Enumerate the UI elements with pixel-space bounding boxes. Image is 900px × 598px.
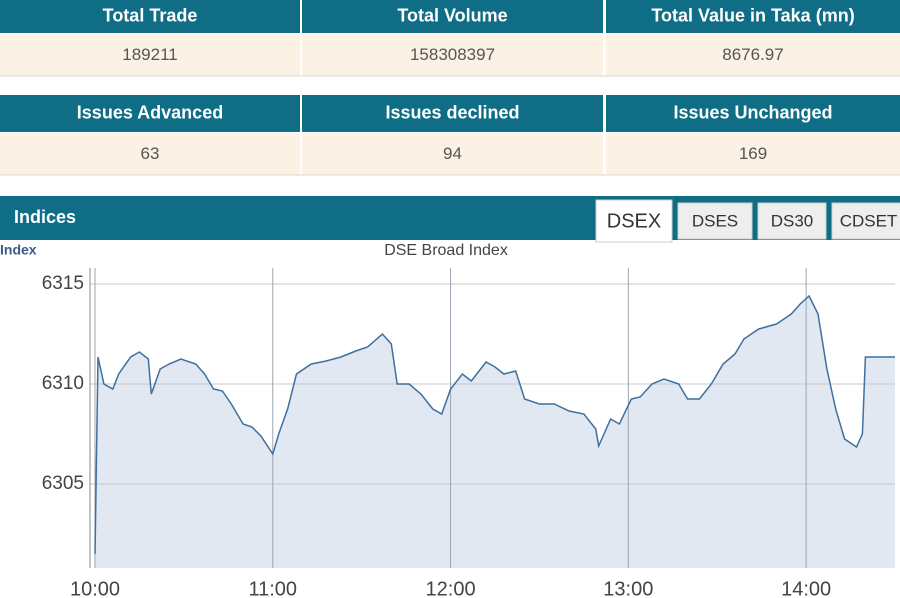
- y-tick-label: 6305: [42, 473, 84, 494]
- x-tick-label: 13:00: [603, 578, 653, 598]
- tab[interactable]: [757, 202, 827, 240]
- table-header: Total Trade: [103, 5, 198, 25]
- tab[interactable]: [677, 202, 753, 240]
- table-value: 8676.97: [722, 45, 783, 64]
- table-value: 94: [443, 144, 462, 163]
- table-value: 189211: [122, 45, 177, 64]
- table-value-cell: [606, 133, 900, 175]
- table-value: 169: [739, 144, 767, 163]
- table-header-cell: [606, 95, 900, 132]
- table-header: Issues Advanced: [77, 102, 223, 122]
- y-axis-label: Index: [0, 242, 37, 258]
- x-tick-label: 14:00: [781, 578, 831, 598]
- table-value-cell: [0, 133, 300, 175]
- table-value-cell: [302, 133, 603, 175]
- tab[interactable]: [831, 202, 900, 240]
- table-header: Total Value in Taka (mn): [651, 5, 854, 25]
- table-header-cell: [0, 95, 300, 132]
- table-header-cell: [0, 0, 300, 33]
- table-value-cell: [606, 34, 900, 76]
- table-header-cell: [302, 0, 603, 33]
- x-tick-label: 11:00: [248, 578, 297, 598]
- table-value: 63: [141, 144, 160, 163]
- tab-label[interactable]: DSES: [692, 211, 738, 230]
- table-header-cell: [302, 95, 603, 132]
- tab[interactable]: [595, 199, 673, 243]
- table-value-cell: [0, 34, 300, 76]
- tab-label[interactable]: CDSET: [840, 211, 898, 230]
- y-tick-label: 6315: [42, 273, 84, 294]
- tab-label[interactable]: DSEX: [607, 210, 661, 232]
- line: [94, 294, 895, 555]
- tab-label[interactable]: DS30: [771, 211, 814, 230]
- chart-title: DSE Broad Index: [384, 242, 508, 259]
- area: [95, 296, 895, 568]
- x-tick-label: 12:00: [426, 578, 476, 598]
- table-value: 158308397: [410, 45, 495, 64]
- x-tick-label: 10:00: [70, 578, 120, 598]
- table-value-cell: [302, 34, 603, 76]
- table-header: Issues declined: [385, 102, 519, 122]
- table-header: Total Volume: [397, 5, 507, 25]
- table-header-cell: [606, 0, 900, 33]
- y-tick-label: 6310: [42, 373, 84, 394]
- section-title: Indices: [14, 207, 76, 227]
- table-header: Issues Unchanged: [673, 102, 832, 122]
